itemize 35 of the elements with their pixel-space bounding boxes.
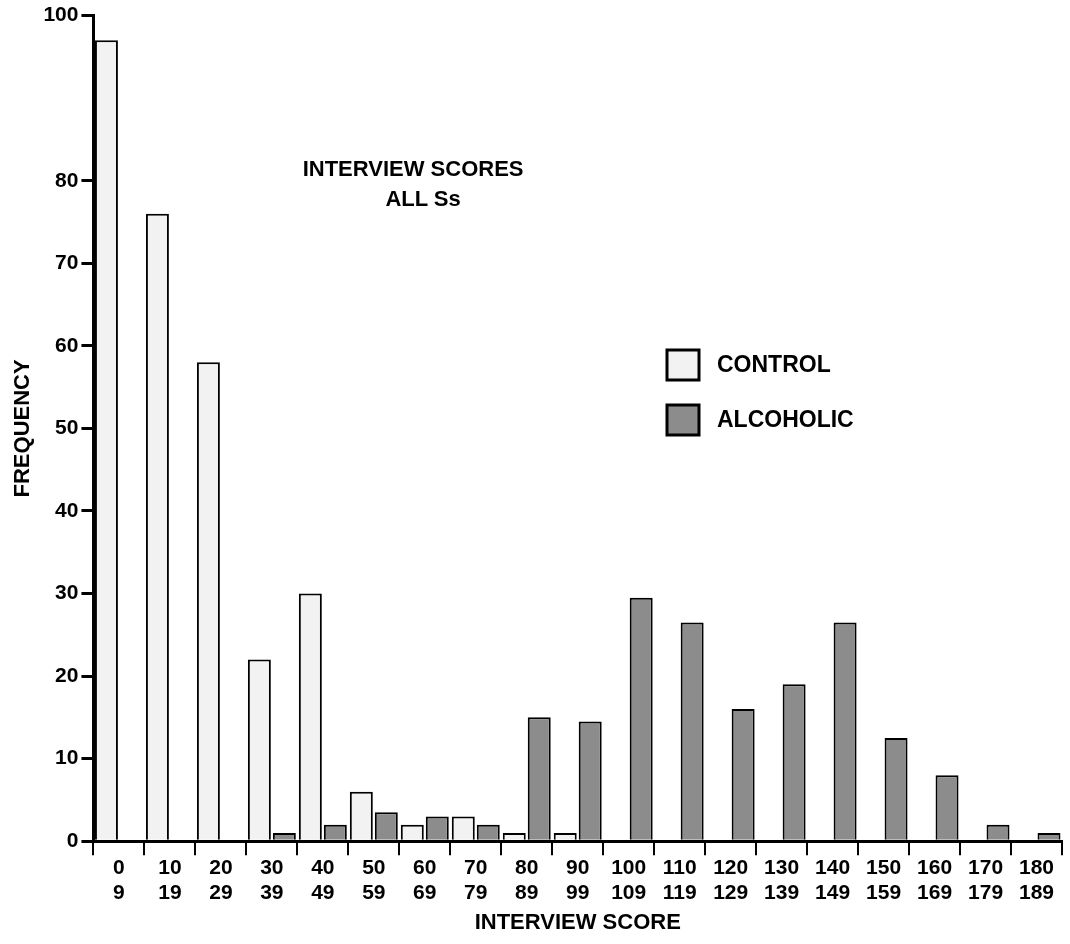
y-tick-label: 40 bbox=[55, 497, 79, 521]
x-tick-label: 70 79 bbox=[464, 854, 488, 903]
y-tick-label: 50 bbox=[55, 415, 79, 439]
x-tick-label: 170 179 bbox=[968, 854, 1004, 903]
x-tick-label: 160 169 bbox=[917, 854, 953, 903]
y-tick-label: 30 bbox=[55, 580, 79, 604]
x-tick-label: 130 139 bbox=[764, 854, 800, 903]
x-tick-label: 140 149 bbox=[815, 854, 851, 903]
x-tick-label: 110 119 bbox=[662, 854, 697, 903]
y-tick-label: 60 bbox=[55, 332, 79, 356]
y-tick-label: 20 bbox=[55, 662, 79, 686]
y-axis-title: FREQUENCY bbox=[9, 359, 35, 498]
x-tick-label: 60 69 bbox=[413, 854, 437, 903]
x-tick-label: 50 59 bbox=[362, 854, 386, 903]
legend-label: CONTROL bbox=[717, 351, 831, 378]
x-tick-label: 180 189 bbox=[1018, 854, 1055, 903]
x-tick-label: 30 39 bbox=[260, 854, 284, 903]
x-tick-label: 0 9 bbox=[113, 854, 125, 903]
y-tick-label: 100 bbox=[43, 2, 79, 26]
y-tick-label: 80 bbox=[55, 167, 79, 191]
y-tick-label: 0 bbox=[66, 828, 79, 851]
y-tick-label: 70 bbox=[55, 250, 79, 274]
x-tick-label: 10 19 bbox=[158, 854, 182, 903]
legend-label: ALCOHOLIC bbox=[717, 406, 854, 433]
y-tick-label: 10 bbox=[55, 745, 79, 769]
x-tick-label: 120 129 bbox=[713, 854, 749, 903]
x-tick-label: 90 99 bbox=[566, 854, 590, 903]
text: INTERVIEW SCORES bbox=[302, 156, 524, 182]
x-tick-label: 150 159 bbox=[866, 854, 902, 903]
x-tick-label: 100 109 bbox=[611, 854, 647, 903]
x-tick-label: 80 89 bbox=[515, 854, 539, 903]
text: ALL Ss bbox=[385, 186, 461, 212]
x-tick-label: 40 49 bbox=[311, 854, 335, 903]
x-axis-title: INTERVIEW SCORE bbox=[474, 908, 681, 934]
x-tick-label: 20 29 bbox=[209, 854, 233, 903]
